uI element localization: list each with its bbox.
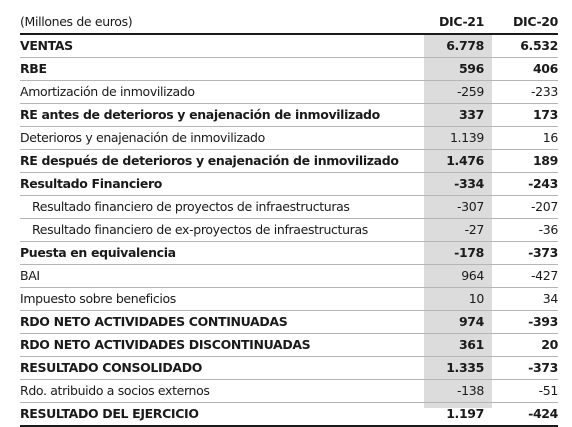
- value-dic21: -259: [457, 84, 484, 99]
- row-label: Amortización de inmovilizado: [20, 84, 195, 99]
- table-row: RDO NETO ACTIVIDADES CONTINUADAS 974 -393: [20, 311, 558, 334]
- value-dic21: 974: [458, 314, 484, 329]
- table-row: Deterioros y enajenación de inmovilizado…: [20, 127, 558, 150]
- value-dic20: -427: [531, 268, 558, 283]
- dic21-highlight-column: [424, 34, 492, 408]
- value-dic21: -138: [457, 383, 484, 398]
- value-dic20: -393: [528, 314, 558, 329]
- row-label: RESULTADO DEL EJERCICIO: [20, 406, 199, 421]
- value-dic20: 34: [542, 291, 558, 306]
- value-dic21: 1.335: [446, 360, 484, 375]
- table-row: RE después de deterioros y enajenación d…: [20, 150, 558, 173]
- value-dic21: -307: [457, 199, 484, 214]
- value-dic20: 406: [532, 61, 558, 76]
- table-row: Rdo. atribuido a socios externos -138 -51: [20, 380, 558, 403]
- value-dic21: 1.197: [446, 406, 484, 421]
- value-dic20: -373: [528, 245, 558, 260]
- value-dic20: 173: [532, 107, 558, 122]
- row-label: RE antes de deterioros y enajenación de …: [20, 107, 380, 122]
- column-header-dic20: DIC-20: [513, 14, 558, 29]
- row-label: RBE: [20, 61, 47, 76]
- income-statement-table: (Millones de euros) DIC-21 DIC-20 VENTAS…: [20, 10, 558, 427]
- value-dic21: 596: [458, 61, 484, 76]
- table-row: Resultado financiero de proyectos de inf…: [20, 196, 558, 219]
- value-dic20: -233: [531, 84, 558, 99]
- row-label: RESULTADO CONSOLIDADO: [20, 360, 203, 375]
- value-dic20: 189: [532, 153, 558, 168]
- row-label: VENTAS: [20, 38, 73, 53]
- table-row: Resultado Financiero -334 -243: [20, 173, 558, 196]
- value-dic21: -334: [454, 176, 484, 191]
- value-dic21: -178: [454, 245, 484, 260]
- row-label: Puesta en equivalencia: [20, 245, 176, 260]
- table-row: RDO NETO ACTIVIDADES DISCONTINUADAS 361 20: [20, 334, 558, 357]
- value-dic21: 6.778: [446, 38, 484, 53]
- row-label: RE después de deterioros y enajenación d…: [20, 153, 399, 168]
- table-row: RE antes de deterioros y enajenación de …: [20, 104, 558, 127]
- table-row: VENTAS 6.778 6.532: [20, 34, 558, 58]
- value-dic20: 16: [542, 130, 558, 145]
- units-label: (Millones de euros): [20, 14, 133, 29]
- value-dic21: 337: [458, 107, 484, 122]
- row-label: Rdo. atribuido a socios externos: [20, 383, 210, 398]
- value-dic21: 964: [461, 268, 484, 283]
- value-dic20: -424: [528, 406, 558, 421]
- value-dic21: 1.476: [446, 153, 484, 168]
- value-dic21: -27: [464, 222, 485, 237]
- row-label: Impuesto sobre beneficios: [20, 291, 176, 306]
- table-row: RBE 596 406: [20, 58, 558, 81]
- row-label: Deterioros y enajenación de inmovilizado: [20, 130, 265, 145]
- row-label: Resultado Financiero: [20, 176, 163, 191]
- row-label: RDO NETO ACTIVIDADES CONTINUADAS: [20, 314, 288, 329]
- value-dic20: -36: [538, 222, 558, 237]
- table-row: RESULTADO DEL EJERCICIO 1.197 -424: [20, 403, 558, 426]
- table-row: Impuesto sobre beneficios 10 34: [20, 288, 558, 311]
- value-dic21: 361: [458, 337, 484, 352]
- value-dic21: 1.139: [449, 130, 484, 145]
- value-dic20: -207: [531, 199, 558, 214]
- value-dic20: 6.532: [520, 38, 558, 53]
- value-dic21: 10: [468, 291, 485, 306]
- row-label: BAI: [20, 268, 40, 283]
- row-label: Resultado financiero de proyectos de inf…: [32, 199, 350, 214]
- table-row: Puesta en equivalencia -178 -373: [20, 242, 558, 265]
- row-label: Resultado financiero de ex-proyectos de …: [32, 222, 368, 237]
- table-row: Amortización de inmovilizado -259 -233: [20, 81, 558, 104]
- value-dic20: -243: [528, 176, 558, 191]
- table-row: RESULTADO CONSOLIDADO 1.335 -373: [20, 357, 558, 380]
- table-row: BAI 964 -427: [20, 265, 558, 288]
- table-row: Resultado financiero de ex-proyectos de …: [20, 219, 558, 242]
- value-dic20: -373: [528, 360, 558, 375]
- column-header-dic21: DIC-21: [439, 14, 484, 29]
- value-dic20: 20: [541, 337, 558, 352]
- table-header-row: (Millones de euros) DIC-21 DIC-20: [20, 10, 558, 34]
- row-label: RDO NETO ACTIVIDADES DISCONTINUADAS: [20, 337, 311, 352]
- value-dic20: -51: [538, 383, 558, 398]
